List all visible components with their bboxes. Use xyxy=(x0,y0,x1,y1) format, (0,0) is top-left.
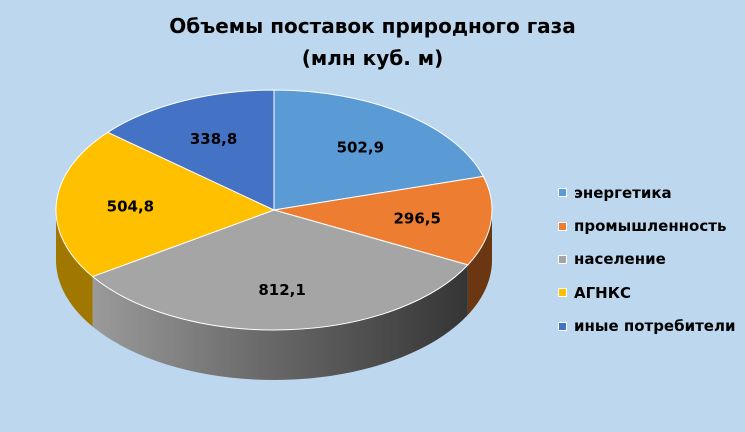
pie-slice-slice-0 xyxy=(273,89,484,211)
data-label-slice-4: 338,8 xyxy=(190,130,237,148)
legend-swatch xyxy=(558,288,567,298)
data-label-slice-3: 504,8 xyxy=(107,197,154,215)
pie-side-slice-2 xyxy=(92,264,468,380)
legend-label: промышленность xyxy=(574,217,727,236)
pie-side-slice-3 xyxy=(56,210,93,327)
chart-title: Объемы поставок природного газа xyxy=(169,14,576,38)
legend-label: население xyxy=(574,250,666,269)
legend-swatch xyxy=(558,221,567,231)
legend-swatch xyxy=(558,321,567,331)
legend-swatch xyxy=(558,254,567,264)
legend-item: иные потребители xyxy=(558,310,735,343)
legend-item: население xyxy=(558,243,735,276)
data-label-slice-1: 296,5 xyxy=(393,210,440,228)
data-label-slice-0: 502,9 xyxy=(337,139,384,157)
legend-item: АГНКС xyxy=(558,276,735,309)
legend-item: энергетика xyxy=(558,176,735,209)
chart-subtitle: (млн куб. м) xyxy=(301,46,444,70)
legend-swatch xyxy=(558,188,567,198)
pie-side-slice-1 xyxy=(467,210,492,315)
pie-slice-slice-4 xyxy=(107,89,275,211)
legend-label: иные потребители xyxy=(574,317,736,336)
legend-item: промышленность xyxy=(558,209,735,242)
legend-label: энергетика xyxy=(574,183,672,202)
data-label-slice-2: 812,1 xyxy=(258,281,305,299)
pie-slice-slice-1 xyxy=(273,175,493,266)
pie-slice-slice-2 xyxy=(92,209,469,331)
legend: энергетика промышленность население АГНКС ин… xyxy=(558,176,735,343)
pie-slice-slice-3 xyxy=(55,131,275,278)
legend-label: АГНКС xyxy=(574,283,631,302)
